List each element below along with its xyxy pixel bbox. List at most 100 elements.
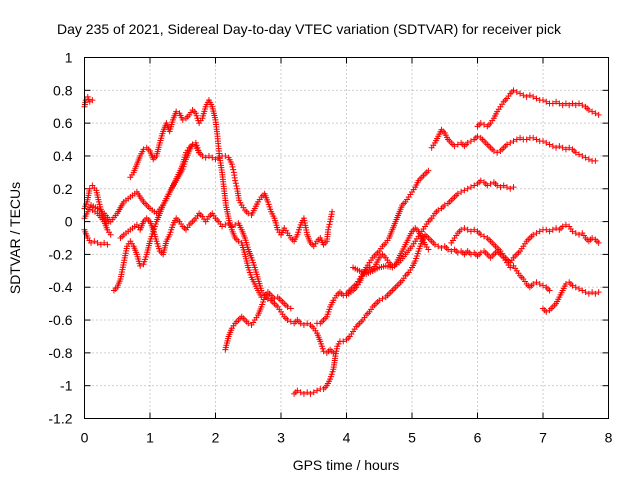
data-point [228,223,235,230]
x-tick-label: 2 [212,430,220,446]
data-point [536,280,543,287]
data-point [228,161,235,168]
data-point [179,116,186,123]
data-point [435,207,442,214]
data-point [510,184,517,191]
data-point [474,133,481,140]
data-point [297,320,304,327]
data-point [481,233,488,240]
data-point [91,238,98,245]
data-point [304,320,311,327]
data-point [494,149,501,156]
y-tick-label: 0 [65,214,73,230]
data-point [425,246,432,253]
data-point [543,308,550,315]
data-point [510,87,517,94]
data-point [517,134,524,141]
data-point [549,100,556,107]
data-point [245,320,252,327]
data-point [582,289,589,296]
data-point [576,231,583,238]
data-point [585,290,592,297]
data-point [500,182,507,189]
data-point [264,295,271,302]
data-point [533,279,540,286]
data-point [307,390,314,397]
x-axis-label: GPS time / hours [293,457,400,473]
data-point [543,226,550,233]
data-point [556,100,563,107]
x-tick-label: 6 [474,430,482,446]
data-point [137,262,144,269]
data-point [300,390,307,397]
data-point [559,102,566,109]
y-tick-label: 0.8 [53,82,73,98]
data-point [562,100,569,107]
data-point [530,93,537,100]
data-point [576,151,583,158]
data-point [559,223,566,230]
y-tick-label: 0.6 [53,115,73,131]
data-point [284,317,291,324]
data-point [503,141,510,148]
data-point [88,239,95,246]
data-point [89,97,96,104]
data-point [287,305,294,312]
chart-title: Day 235 of 2021, Sidereal Day-to-day VTE… [57,21,562,37]
data-point [572,149,579,156]
data-point [562,146,569,153]
data-point [582,154,589,161]
data-point [467,138,474,145]
data-point [376,297,383,304]
data-point [467,228,474,235]
data-point [464,185,471,192]
data-point [576,285,583,292]
data-point [441,202,448,209]
data-point [526,92,533,99]
y-tick-label: -0.4 [48,279,72,295]
data-point [517,90,524,97]
data-point [589,289,596,296]
data-point [595,111,602,118]
data-point [219,223,226,230]
x-tick-label: 1 [146,430,154,446]
data-point [513,136,520,143]
data-point [589,235,596,241]
data-point [86,185,93,192]
x-tick-label: 5 [408,430,416,446]
data-point [458,226,465,233]
data-point [173,108,180,115]
data-point [530,280,537,287]
data-point [572,230,579,237]
data-point [97,241,104,248]
data-point [477,120,484,127]
data-point [513,88,520,95]
data-point [533,230,540,237]
data-point [477,231,484,238]
data-point [556,143,563,150]
data-point [589,108,596,115]
y-tick-label: -0.2 [48,246,72,262]
data-point [585,107,592,114]
data-point [325,226,332,233]
data-point [477,177,484,184]
y-tick-label: -1.2 [48,411,72,427]
data-point [300,321,307,328]
data-point [559,144,566,151]
data-point [196,149,203,156]
data-point [230,166,237,173]
data-point [540,97,546,104]
data-point [464,226,471,233]
data-point [530,134,537,141]
data-point [579,152,586,159]
data-point [304,389,311,396]
x-tick-label: 0 [81,430,89,446]
data-point [329,208,336,215]
data-point [490,148,497,155]
data-point [540,282,546,289]
data-point [503,184,510,191]
data-point [592,110,599,117]
data-point [569,100,576,107]
data-point [209,154,216,161]
